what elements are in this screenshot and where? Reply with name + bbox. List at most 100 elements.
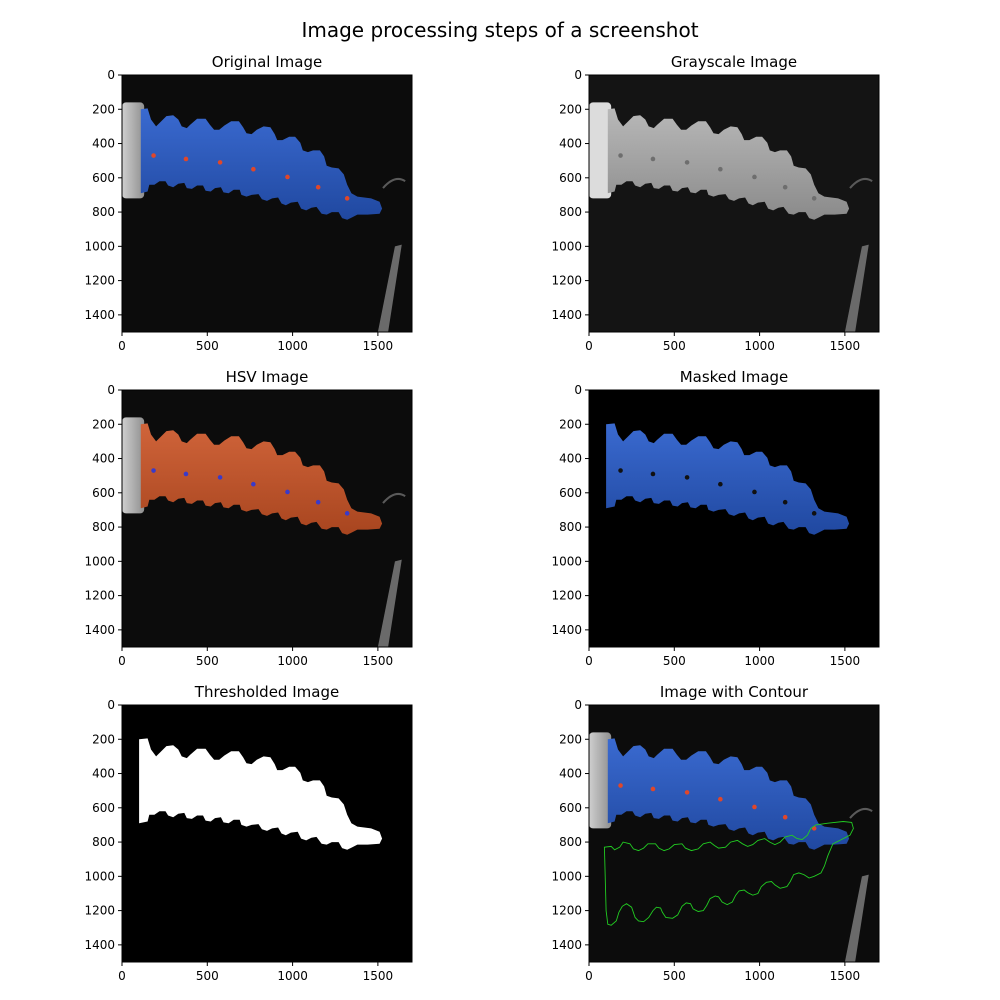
marker-dot (344, 196, 350, 201)
x-tick-label: 1500 (830, 969, 861, 983)
panel-image (122, 75, 412, 332)
x-tick-label: 0 (585, 969, 593, 983)
y-tick-label: 200 (559, 417, 582, 431)
x-tick-label: 1500 (363, 339, 394, 353)
x-tick-label: 1500 (830, 339, 861, 353)
wire (382, 492, 406, 504)
y-tick-label: 800 (92, 520, 115, 534)
panel-title: HSV Image (226, 368, 309, 386)
y-tick-label: 800 (92, 205, 115, 219)
x-tick-label: 500 (196, 339, 219, 353)
figure-title: Image processing steps of a screenshot (301, 18, 698, 42)
x-tick-label: 500 (663, 654, 686, 668)
y-tick-label: 0 (574, 383, 582, 397)
panel-title: Thresholded Image (194, 683, 339, 701)
y-tick-label: 0 (574, 68, 582, 82)
x-tick-label: 500 (196, 969, 219, 983)
panels-container: Original Image 0 200 400 600 800 1000 1200 1400 0… (84, 53, 880, 983)
y-tick-label: 1200 (84, 589, 115, 603)
x-tick-label: 0 (118, 969, 126, 983)
axes-frame (588, 74, 880, 333)
panel-image (589, 75, 879, 332)
marker-dot (183, 156, 189, 162)
y-tick-label: 1400 (551, 938, 582, 952)
y-tick-label: 400 (92, 767, 115, 781)
y-tick-label: 1400 (84, 623, 115, 637)
axes-frame (121, 74, 413, 333)
y-tick-label: 200 (92, 417, 115, 431)
y-tick-label: 0 (107, 698, 115, 712)
axes-frame (121, 389, 413, 648)
y-tick-label: 400 (559, 452, 582, 466)
y-tick-label: 1200 (551, 589, 582, 603)
panel-title: Masked Image (680, 368, 789, 386)
y-tick-label: 600 (92, 486, 115, 500)
cable (844, 874, 869, 962)
panel-gray: Grayscale Image 0 200 400 600 800 1000 1200 1400… (551, 53, 880, 353)
y-tick-label: 600 (92, 171, 115, 185)
marker-dot (684, 790, 690, 795)
marker-dot (151, 468, 156, 473)
y-tick-label: 400 (559, 137, 582, 151)
marker-dot (618, 153, 623, 158)
marker-dot (811, 196, 817, 201)
marker-dot (315, 499, 321, 505)
y-tick-label: 1400 (551, 623, 582, 637)
marker-dot (650, 156, 656, 162)
x-tick-label: 1000 (744, 339, 775, 353)
axes-frame (121, 704, 413, 963)
panel-image (589, 390, 879, 647)
x-tick-label: 0 (585, 339, 593, 353)
panel-title: Grayscale Image (671, 53, 797, 71)
cap-handle (122, 102, 145, 199)
y-tick-label: 400 (92, 137, 115, 151)
marker-dot (752, 174, 757, 180)
y-tick-label: 200 (559, 732, 582, 746)
marker-dot (752, 804, 757, 810)
y-tick-label: 800 (559, 205, 582, 219)
x-tick-label: 500 (663, 969, 686, 983)
marker-dot (752, 489, 757, 495)
panel-threshold: Thresholded Image 0 200 400 600 800 1000 1200 14… (84, 683, 413, 983)
marker-dot (618, 468, 623, 473)
y-tick-label: 1400 (84, 308, 115, 322)
x-tick-label: 1000 (277, 654, 308, 668)
x-tick-label: 1000 (744, 654, 775, 668)
x-tick-label: 0 (118, 654, 126, 668)
y-tick-label: 1000 (551, 554, 582, 568)
y-tick-label: 0 (574, 698, 582, 712)
y-tick-label: 1400 (551, 308, 582, 322)
y-tick-label: 0 (107, 383, 115, 397)
wire (849, 807, 873, 819)
x-tick-label: 500 (196, 654, 219, 668)
marker-dot (782, 499, 788, 505)
y-tick-label: 200 (92, 102, 115, 116)
marker-dot (650, 471, 656, 477)
y-tick-label: 600 (559, 801, 582, 815)
y-tick-label: 1200 (84, 904, 115, 918)
x-tick-label: 0 (118, 339, 126, 353)
y-tick-label: 600 (92, 801, 115, 815)
y-tick-label: 1000 (84, 869, 115, 883)
cable (377, 244, 402, 332)
cable (844, 244, 869, 332)
y-tick-label: 800 (559, 520, 582, 534)
panel-image (589, 705, 879, 962)
marker-dot (217, 475, 223, 480)
y-tick-label: 800 (92, 835, 115, 849)
marker-dot (684, 160, 690, 165)
marker-dot (151, 153, 156, 158)
y-tick-label: 600 (559, 171, 582, 185)
y-tick-label: 400 (559, 767, 582, 781)
cable (377, 559, 402, 647)
marker-dot (618, 783, 623, 788)
marker-dot (718, 796, 723, 802)
axes-frame (588, 389, 880, 648)
marker-dot (782, 184, 788, 190)
marker-dot (217, 160, 223, 165)
panel-title: Image with Contour (660, 683, 809, 701)
y-tick-label: 1000 (84, 554, 115, 568)
y-tick-label: 1200 (551, 904, 582, 918)
x-tick-label: 500 (663, 339, 686, 353)
object-body (140, 423, 383, 535)
